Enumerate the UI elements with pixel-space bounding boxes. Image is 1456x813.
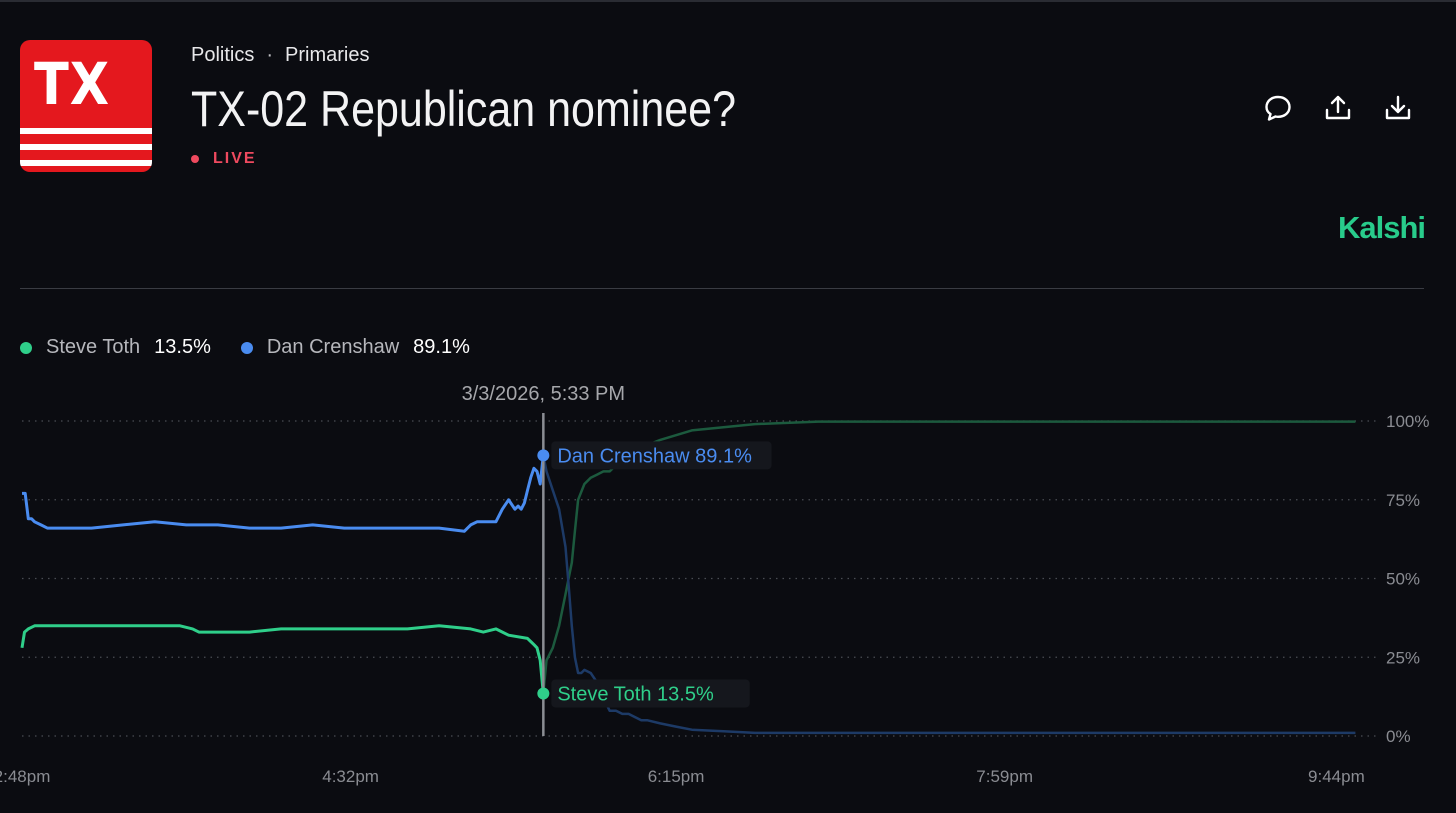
comment-icon — [1265, 95, 1291, 121]
breadcrumb-subcategory[interactable]: Primaries — [285, 44, 370, 66]
share-button[interactable] — [1322, 92, 1354, 124]
market-logo: TX — [20, 40, 152, 172]
x-tick-label: 6:15pm — [648, 767, 705, 786]
share-icon — [1325, 95, 1351, 120]
live-indicator-dot — [191, 155, 199, 163]
series-line-steve-toth — [20, 624, 545, 694]
legend-name: Steve Toth — [46, 336, 141, 358]
x-tick-label: 4:32pm — [322, 767, 379, 786]
price-chart[interactable]: 0% 25% 50% 75% 100% 2:48pm 4:32pm 6:15pm 7:59pm 9… — [0, 370, 1456, 813]
logo-text: TX — [34, 50, 110, 118]
hover-timestamp: 3/3/2026, 5:33 PM — [462, 383, 625, 405]
live-status-label: LIVE — [213, 150, 257, 167]
comment-button[interactable] — [1262, 92, 1294, 124]
series-line-faded-steve-toth — [542, 420, 1356, 694]
chart-legend: Steve Toth 13.5% Dan Crenshaw 89.1% — [20, 336, 500, 359]
logo-stripe — [20, 160, 152, 166]
legend-dot — [240, 341, 253, 354]
legend-dot — [20, 341, 32, 354]
legend-item-dan-crenshaw[interactable]: Dan Crenshaw 89.1% — [240, 336, 470, 359]
x-tick-label: 7:59pm — [976, 767, 1033, 786]
y-tick-label: 25% — [1386, 648, 1420, 667]
y-tick-label: 100% — [1386, 412, 1429, 431]
breadcrumb-category[interactable]: Politics — [191, 44, 255, 66]
series-line-faded-dan-crenshaw — [542, 455, 1356, 735]
legend-value: 89.1% — [413, 336, 470, 358]
y-tick-label: 0% — [1386, 727, 1411, 746]
header-actions — [1262, 92, 1414, 124]
kalshi-logo: Kalshi — [1337, 210, 1426, 245]
hover-point — [537, 687, 550, 700]
legend-name: Dan Crenshaw — [266, 336, 400, 358]
x-tick-label: 9:44pm — [1308, 767, 1365, 786]
x-tick-label: 2:48pm — [0, 767, 50, 786]
tooltip-background — [551, 441, 772, 470]
logo-stripe — [20, 128, 152, 134]
legend-value: 13.5% — [154, 336, 211, 358]
tooltip-label: Dan Crenshaw 89.1% — [557, 445, 752, 467]
download-button[interactable] — [1382, 92, 1414, 124]
page-title: TX-02 Republican nominee? — [191, 81, 736, 137]
breadcrumb-separator: · — [266, 44, 274, 66]
breadcrumb: Politics · Primaries — [191, 44, 369, 67]
logo-stripe — [20, 144, 152, 150]
header-divider — [20, 288, 1424, 289]
top-border — [0, 0, 1456, 2]
y-tick-label: 50% — [1386, 570, 1420, 589]
y-tick-label: 75% — [1386, 491, 1420, 510]
tooltip-label: Steve Toth 13.5% — [557, 683, 714, 705]
tooltip-background — [551, 679, 750, 708]
live-status: LIVE — [191, 150, 257, 168]
download-icon — [1385, 95, 1411, 120]
series-line-dan-crenshaw — [22, 455, 545, 533]
hover-point — [537, 449, 550, 462]
legend-item-steve-toth[interactable]: Steve Toth 13.5% — [20, 336, 211, 359]
